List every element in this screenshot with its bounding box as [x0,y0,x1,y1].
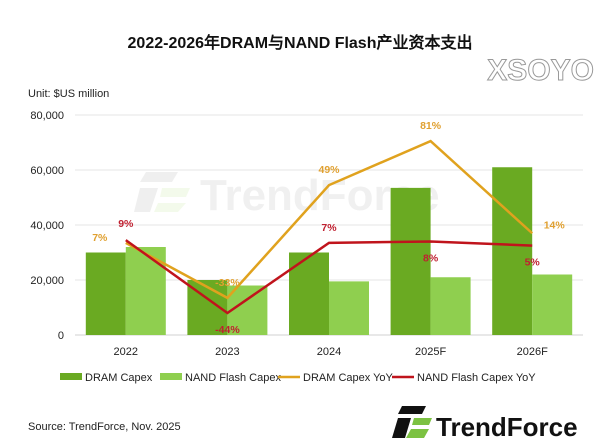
y-tick-label: 0 [58,330,64,342]
data-label: 81% [420,120,442,132]
legend-label: DRAM Capex YoY [303,372,394,384]
legend: DRAM Capex NAND Flash Capex DRAM Capex YoY… [60,372,536,384]
xsoyo-watermark: XSOYO [487,54,594,87]
bar-dram-capex [492,167,533,335]
bar-dram-capex [390,187,431,335]
y-tick-label: 40,000 [30,220,64,232]
legend-label: NAND Flash Capex [185,372,281,384]
data-label: 7% [321,222,337,234]
y-tick-label: 20,000 [30,275,64,287]
data-label: 8% [423,253,439,265]
legend-swatch [60,373,82,380]
data-label: 14% [544,219,566,231]
chart-title: 2022-2026年DRAM与NAND Flash产业资本支出 [128,33,473,52]
bar-nand-flash-capex [329,281,369,335]
bar-nand-flash-capex [430,277,471,335]
trendforce-logo: TrendForce [392,406,578,442]
data-label: 7% [92,232,108,244]
y-tick-label: 80,000 [30,110,64,122]
y-tick-label: 60,000 [30,165,64,177]
data-label: 9% [118,218,134,230]
line-dram-capex-yoy [125,139,534,300]
x-tick-label: 2022 [114,346,138,358]
bar-nand-flash-capex [227,285,268,335]
bar-nand-flash-capex [532,274,573,335]
data-label: -33% [215,277,240,289]
legend-label: NAND Flash Capex YoY [417,372,536,384]
unit-label: Unit: $US million [28,88,109,100]
legend-swatch [160,373,182,380]
x-tick-label: 2023 [215,346,239,358]
x-tick-label: 2025F [415,346,446,358]
data-label: 49% [318,164,340,176]
bar-dram-capex [85,252,126,335]
data-label: 5% [525,257,541,269]
legend-label: DRAM Capex [85,372,153,384]
logo-text: TrendForce [436,412,578,442]
data-label: -44% [215,324,240,336]
x-tick-label: 2026F [517,346,548,358]
line-nand-flash-capex-yoy [125,239,533,315]
source-note: Source: TrendForce, Nov. 2025 [28,421,181,433]
x-tick-label: 2024 [317,346,341,358]
